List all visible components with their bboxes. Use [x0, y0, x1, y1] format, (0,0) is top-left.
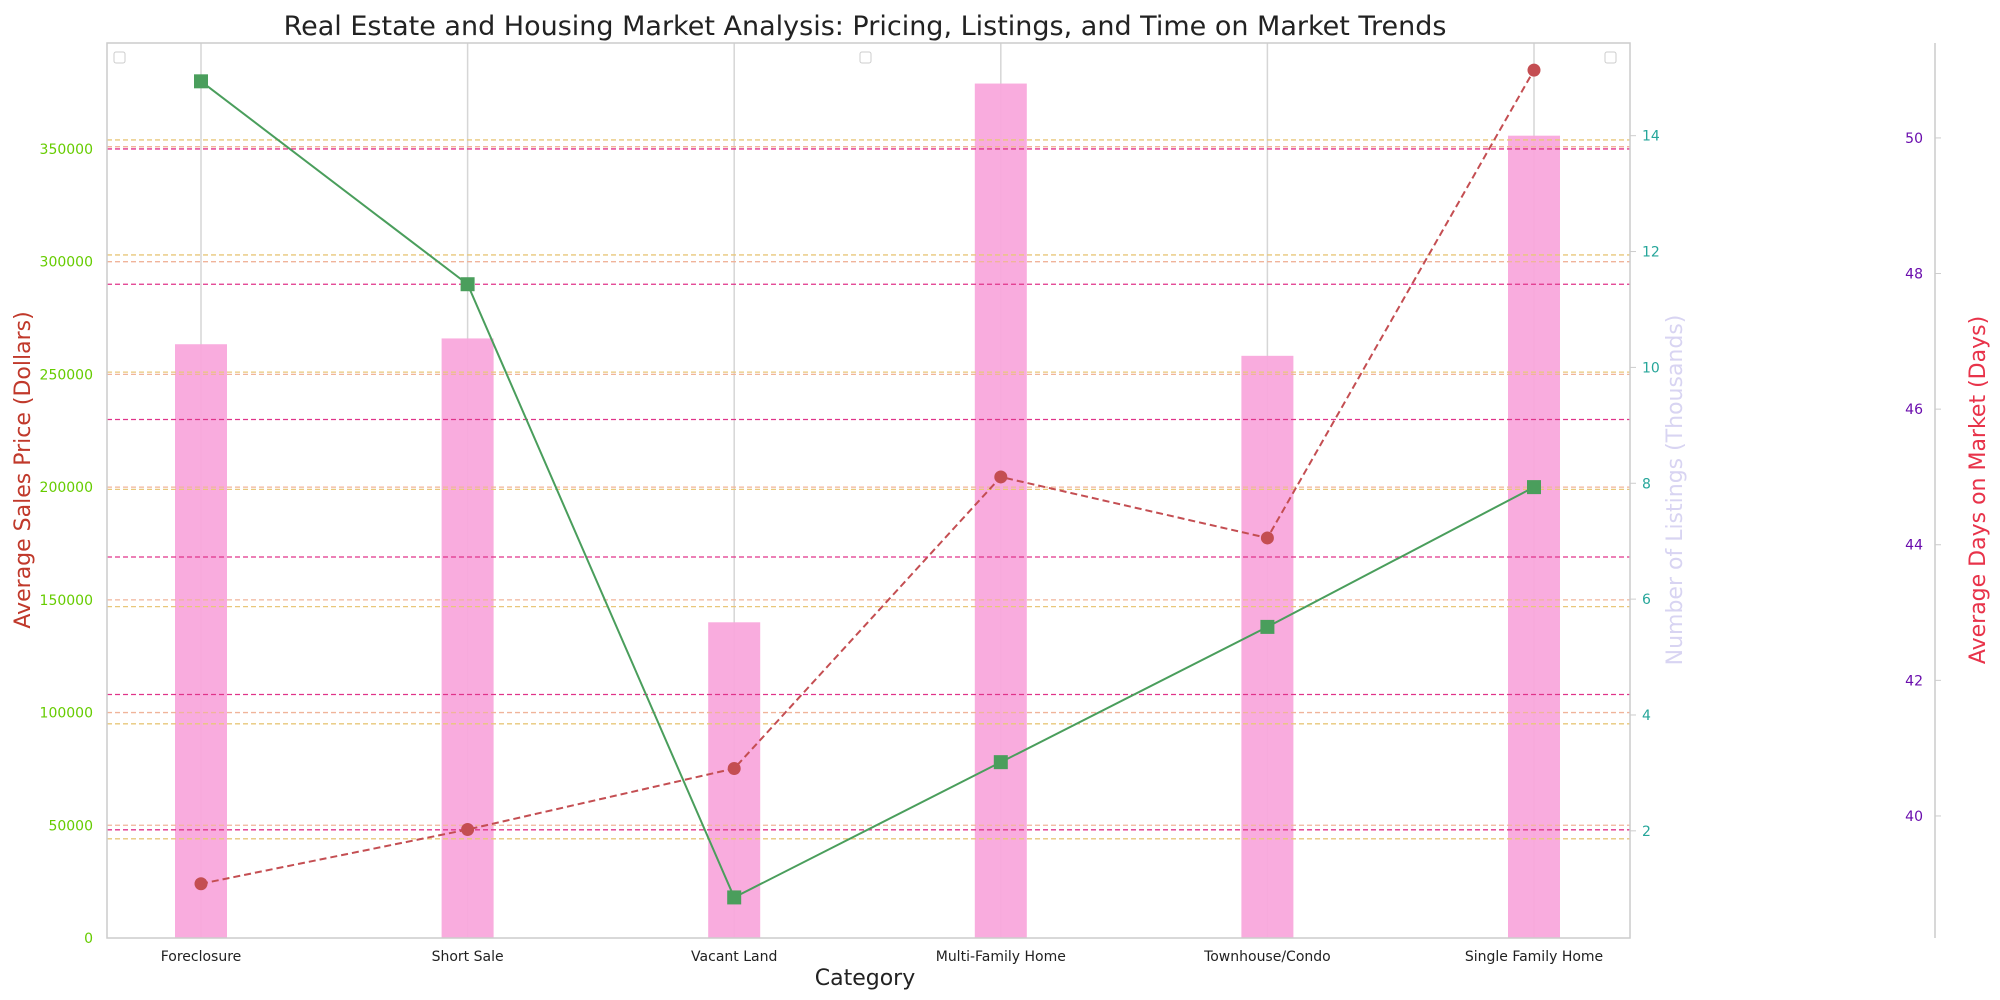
bar [708, 622, 761, 938]
series-point [727, 761, 741, 775]
y-tick-label-days: 42 [1905, 673, 1923, 689]
x-tick-label: Multi-Family Home [936, 949, 1066, 965]
series-line [200, 69, 1535, 885]
bar [974, 83, 1027, 938]
series-point [993, 755, 1008, 770]
y-tick-label-days: 46 [1905, 402, 1923, 418]
series-point [994, 470, 1008, 484]
y-tick-label-price: 50000 [48, 818, 93, 834]
x-tick-label: Single Family Home [1465, 949, 1603, 965]
series-point [1260, 531, 1274, 545]
legend-box [113, 51, 126, 64]
series-line [200, 80, 1535, 899]
y-tick-label-price: 150000 [40, 593, 93, 609]
y-tick-label-listings: 10 [1642, 360, 1660, 376]
series-point [194, 74, 208, 89]
y-tick-label-price: 350000 [40, 142, 93, 158]
y-tick-label-price: 300000 [40, 255, 93, 271]
series-point [727, 890, 742, 905]
series-point [1260, 619, 1275, 634]
y-tick-label-listings: 6 [1642, 592, 1651, 608]
legend-box [859, 51, 872, 64]
x-tick-label: Vacant Land [691, 949, 777, 965]
bar [1508, 135, 1560, 938]
legend-box [1604, 51, 1617, 64]
y-tick-label-days: 50 [1905, 131, 1923, 147]
y-tick-label-listings: 12 [1642, 245, 1660, 261]
x-axis-label: Category [815, 966, 916, 991]
y-tick-label-listings: 4 [1642, 708, 1651, 724]
y-tick-label-days: 48 [1905, 267, 1923, 283]
line-series [194, 63, 1541, 905]
y-tick-label-days: 40 [1905, 809, 1923, 825]
y-tick-label-days: 44 [1905, 538, 1923, 554]
series-point [1527, 63, 1541, 77]
series-point [1527, 480, 1541, 495]
y-axis-label-days: Average Days on Market (Days) [1966, 316, 1991, 664]
chart-title: Real Estate and Housing Market Analysis:… [284, 11, 1447, 42]
plot-border [106, 42, 1631, 939]
y-tick-label-price: 250000 [40, 367, 93, 383]
y-tick-label-listings: 2 [1642, 824, 1651, 840]
plot-frame [106, 42, 1936, 939]
x-tick-label: Short Sale [432, 949, 504, 965]
bar-series [175, 83, 1560, 939]
series-point [460, 277, 475, 292]
y-tick-label-price: 100000 [40, 706, 93, 722]
x-tick-label: Townhouse/Condo [1203, 949, 1331, 965]
series-point [461, 823, 475, 837]
bar [1241, 355, 1294, 938]
y-tick-label-price: 200000 [40, 480, 93, 496]
y-tick-label-listings: 8 [1642, 476, 1651, 492]
y-tick-label-price: 0 [84, 931, 93, 947]
bar [441, 338, 494, 938]
y-tick-label-listings: 14 [1642, 129, 1660, 145]
y-axis-label-price: Average Sales Price (Dollars) [11, 311, 36, 628]
y-axis-label-listings: Number of Listings (Thousands) [1663, 315, 1688, 666]
x-tick-label: Foreclosure [161, 949, 242, 965]
series-point [194, 877, 208, 891]
ticks: 0 50000 100000 150000 200000 250000 300000 3500… [40, 129, 1941, 965]
legends [113, 51, 1617, 64]
bar [175, 344, 227, 939]
